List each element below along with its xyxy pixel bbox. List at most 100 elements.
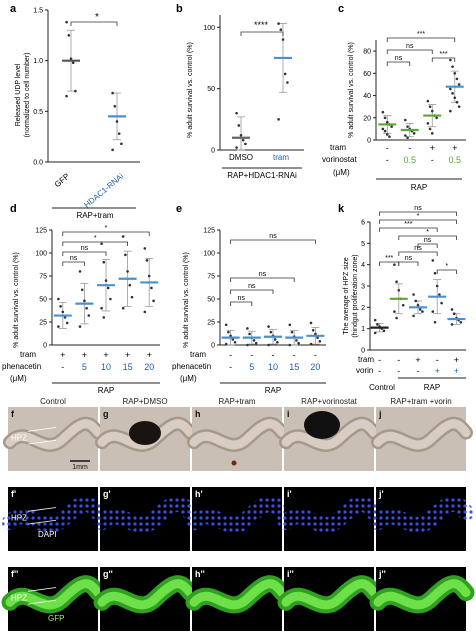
plot-b-point (279, 28, 283, 32)
panel-k-ylabel-line2: (hindgut proliferation zone) (352, 254, 359, 337)
plot-k-point (433, 320, 437, 324)
plot-a-point (120, 142, 123, 146)
plot-d-ytick-label: 25 (39, 320, 47, 327)
panel-e-row1-label: tram (190, 350, 206, 359)
micrograph-grid: Control RAP+DMSO RAP+tram RAP+vorinostat RAP… (1, 397, 475, 631)
panel-a-cat-0: GFP (53, 172, 71, 189)
plot-k-ytick-label: 4 (361, 262, 365, 269)
tile-letter: h'' (195, 569, 205, 579)
plot-c-point (430, 132, 434, 135)
plot-e-ytick-label: 125 (203, 228, 215, 235)
plot-c-point (390, 125, 393, 128)
panel-k-bracket-7-label: * (417, 213, 420, 220)
dapi-gut-shape (186, 495, 290, 533)
plot-k-point (395, 280, 398, 284)
plot-d-point (128, 283, 132, 287)
plot-k-point (416, 303, 420, 307)
plot-d-point (104, 279, 108, 282)
plot-c-point (426, 122, 430, 125)
plot-c-point (451, 92, 454, 95)
plot-b-point (235, 111, 238, 115)
plot-c-point (449, 109, 452, 113)
plot-c-point (453, 96, 457, 100)
plot-e-point (227, 330, 230, 334)
panel-b-bracket (240, 31, 284, 36)
plot-a-point (117, 132, 121, 135)
plot-d-ytick-label: 50 (39, 297, 47, 304)
plot-k-point (450, 308, 454, 311)
panel-k-bracket-8-label: ns (414, 205, 422, 212)
plot-k-ytick-label: 2 (361, 305, 365, 312)
plot-d-point (85, 306, 88, 310)
panel-d-unit: (μM) (10, 374, 27, 383)
column-title: Control (40, 397, 66, 406)
plot-k-point (438, 293, 441, 296)
plot-d-point (63, 316, 67, 319)
plot-k-point (373, 318, 377, 322)
plot-d-point (121, 235, 125, 238)
plot-e-point (254, 341, 258, 345)
plot-e-point (295, 339, 298, 342)
plot-e-point (224, 342, 228, 346)
plot-e-point (276, 340, 279, 344)
panel-letter-k: k (338, 203, 345, 215)
melanized-mass (129, 421, 161, 445)
panel-a: Released UDP level (normalized to cell n… (15, 8, 140, 220)
melanized-spot (231, 460, 237, 466)
plot-e-point (252, 339, 256, 342)
plot-d-point (100, 306, 103, 310)
panel-k-bracket-3-label: ns (414, 245, 422, 252)
rows-c-row2-cell: 0.5 (403, 155, 416, 165)
panel-k-ylabel-line1: The average of HPZ size (343, 257, 350, 335)
rows-k-row1-cell: + (454, 355, 459, 365)
plot-d-point (150, 286, 153, 290)
panel-e-bracket-3-label: ns (269, 233, 277, 240)
panel-c-row1-label: tram (330, 143, 346, 152)
plot-c-point (381, 110, 385, 114)
plot-b-ytick-label: 0 (211, 148, 215, 155)
gfp-gut-inner (189, 579, 287, 610)
tile-letter: i'' (287, 569, 294, 579)
plot-b-point (281, 38, 285, 41)
panel-d-row1-label: tram (20, 350, 36, 359)
melanized-mass (304, 411, 340, 439)
panel-c-group-label: RAP (411, 183, 427, 192)
plot-b-point (283, 72, 287, 76)
panel-c-unit: (μM) (333, 168, 350, 177)
plot-a-ytick-label: 0.0 (33, 160, 43, 167)
plot-d-point (106, 286, 110, 290)
plot-d-point (143, 310, 147, 314)
rows-c-row2-cell: - (386, 155, 389, 165)
panel-k-bracket-1-label: ns (405, 255, 413, 262)
plot-a-point (115, 120, 119, 123)
plot-e-point (246, 343, 249, 347)
plot-c-point (428, 105, 432, 108)
plot-d-ytick-label: 75 (39, 274, 47, 281)
plot-k-point (395, 316, 398, 320)
plot-a-point (65, 94, 68, 98)
plot-e-point (267, 343, 270, 347)
hpz-label: HPZ (11, 593, 27, 602)
panel-c: % adult survival vs. control (%) 0 20 40 60… (322, 31, 466, 192)
tile-letter: h (195, 409, 201, 419)
plot-d-point (102, 316, 106, 319)
panel-d-bracket-0 (62, 261, 85, 266)
plot-e-point (269, 330, 273, 334)
rows-k-row2-cell: + (435, 366, 440, 376)
panel-a-cat-1: HDAC1-RNAi (82, 171, 125, 209)
rows-e-row1-cell: - (250, 350, 253, 360)
plot-a-point (69, 57, 73, 60)
plot-a-point (111, 91, 114, 95)
plot-k-point (393, 263, 396, 266)
plot-b-point (241, 138, 245, 142)
plot-k-ytick-label: 0 (361, 348, 365, 355)
plot-d-ytick-label: 0 (43, 343, 47, 350)
plot-k-point (376, 323, 379, 326)
panel-k-row2-label: vorin (356, 366, 373, 375)
panel-a-sig: * (95, 12, 99, 23)
rows-e-row1-cell: - (293, 350, 296, 360)
plot-k-point (433, 271, 437, 275)
plot-k-point (397, 288, 401, 292)
panel-k: The average of HPZ size (hindgut prolife… (343, 205, 466, 392)
tile-letter: g'' (103, 569, 113, 579)
